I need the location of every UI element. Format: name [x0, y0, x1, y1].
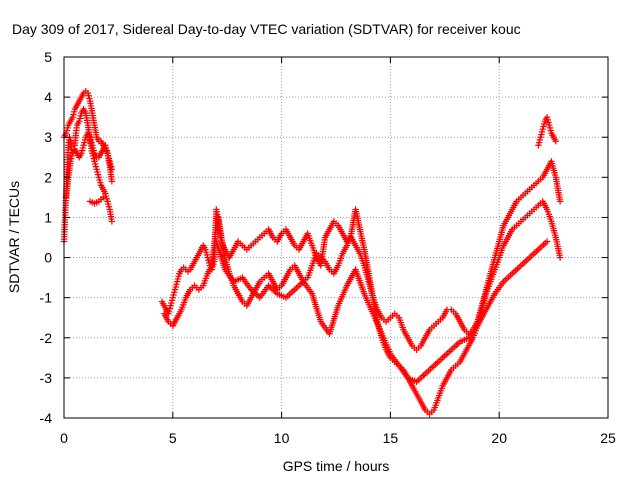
data-point	[99, 194, 107, 201]
x-tick-label: 0	[60, 430, 68, 446]
data-point	[556, 254, 564, 261]
data-point	[543, 238, 551, 245]
x-tick-label: 25	[600, 430, 616, 446]
y-tick-label: 2	[44, 169, 52, 185]
x-tick-label: 5	[169, 430, 177, 446]
data-points	[60, 87, 564, 418]
y-tick-label: -4	[40, 410, 53, 426]
y-tick-label: -1	[40, 290, 53, 306]
x-tick-label: 15	[383, 430, 399, 446]
x-tick-label: 20	[491, 430, 507, 446]
grid-lines	[64, 57, 608, 418]
y-axis-tick-labels: -4 -3 -2 -1 0 1 2 3 4 5	[40, 49, 53, 426]
x-tick-label: 10	[274, 430, 290, 446]
y-tick-label: -2	[40, 330, 53, 346]
data-point	[556, 198, 564, 205]
chart-title: Day 309 of 2017, Sidereal Day-to-day VTE…	[12, 21, 521, 37]
y-tick-label: 3	[44, 129, 52, 145]
x-axis-tick-labels: 0 5 10 15 20 25	[60, 430, 616, 446]
data-point	[552, 138, 559, 145]
axis-ticks	[63, 56, 609, 419]
y-axis-label: SDTVAR / TECUs	[6, 181, 22, 293]
plot-frame	[63, 56, 609, 419]
data-point	[108, 178, 116, 185]
y-tick-label: 0	[44, 250, 52, 266]
y-tick-label: 1	[44, 209, 52, 225]
y-tick-label: -3	[40, 370, 53, 386]
y-tick-label: 5	[44, 49, 52, 65]
y-tick-label: 4	[44, 89, 52, 105]
data-point	[108, 218, 116, 225]
x-axis-label: GPS time / hours	[283, 458, 390, 474]
